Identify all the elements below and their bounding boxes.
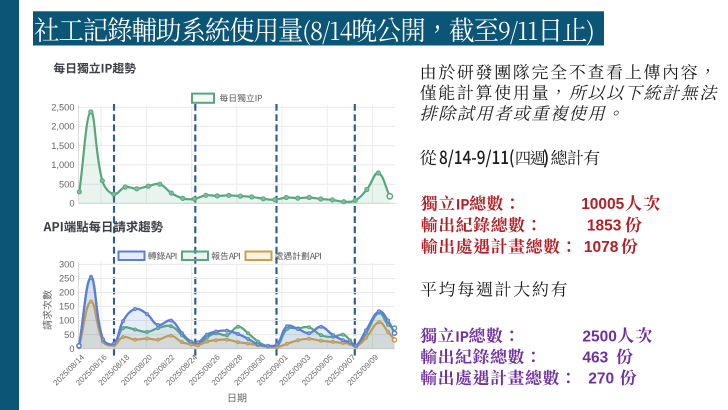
svg-text:1,000: 1,000 [51,160,74,170]
svg-text:463: 463 [582,350,608,367]
svg-text:500: 500 [59,179,75,189]
svg-text:150: 150 [59,302,75,312]
svg-text:100: 100 [59,316,75,326]
svg-text:270: 270 [588,371,614,388]
svg-text:2,500: 2,500 [51,102,74,112]
svg-text:1078: 1078 [584,239,619,256]
svg-text:1,500: 1,500 [51,141,74,151]
svg-text:2500: 2500 [582,328,616,345]
svg-text:2,000: 2,000 [51,122,74,132]
svg-text:50: 50 [64,330,74,340]
svg-text:250: 250 [59,274,75,284]
svg-text:200: 200 [59,288,75,298]
svg-text:10005: 10005 [581,196,624,213]
svg-text:1853: 1853 [587,218,622,235]
svg-text:0: 0 [69,344,74,354]
svg-text:300: 300 [59,260,75,270]
svg-text:0: 0 [69,199,74,209]
